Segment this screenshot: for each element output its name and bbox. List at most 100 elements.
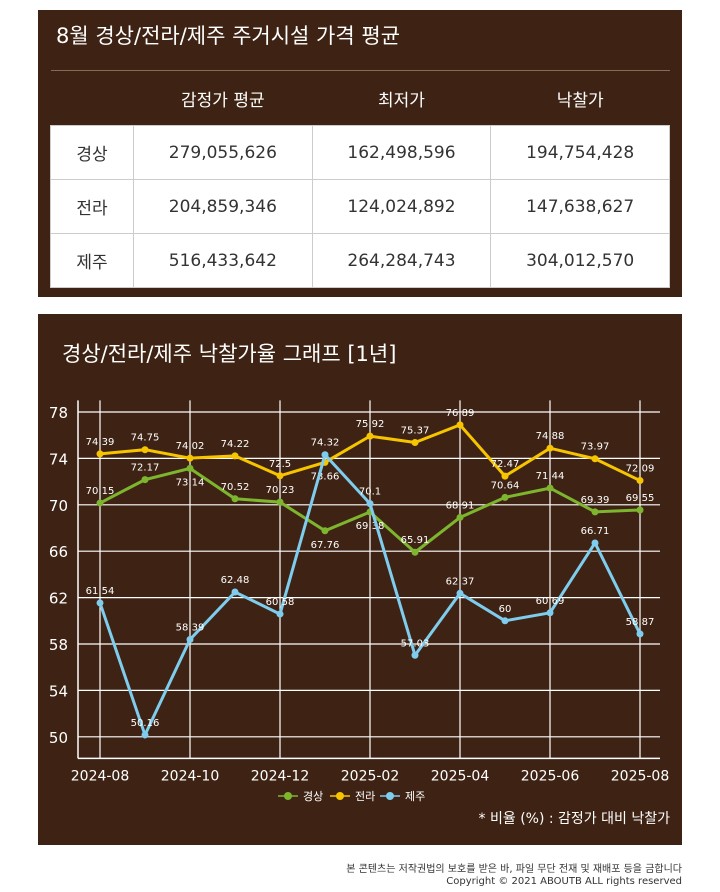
- data-point: [141, 446, 149, 454]
- data-label: 57.03: [401, 638, 430, 649]
- data-label: 58.87: [626, 617, 655, 628]
- table-row: 경상 279,055,626 162,498,596 194,754,428: [50, 125, 670, 180]
- footer-copyright: Copyright © 2021 ABOUTB ALL rights reser…: [446, 876, 682, 887]
- row-label: 제주: [50, 233, 134, 288]
- y-tick-label: 70: [49, 497, 68, 515]
- data-label: 74.39: [86, 437, 115, 448]
- data-label: 66.71: [581, 526, 610, 537]
- legend-label: 전라: [355, 790, 375, 803]
- data-label: 70.1: [359, 487, 381, 498]
- y-tick-label: 78: [49, 404, 68, 422]
- data-label: 62.37: [446, 576, 475, 587]
- data-label: 69.39: [581, 495, 610, 506]
- data-label: 72.09: [626, 464, 655, 475]
- data-label: 70.15: [86, 486, 115, 497]
- price-table: 감정가 평균 최저가 낙찰가 경상 279,055,626 162,498,596 1…: [50, 70, 670, 288]
- data-label: 73.14: [176, 477, 205, 488]
- table-cell: 194,754,428: [490, 125, 670, 180]
- data-point: [591, 455, 599, 463]
- data-point: [186, 464, 194, 472]
- legend-label: 제주: [405, 790, 425, 803]
- table-row: 전라 204,859,346 124,024,892 147,638,627: [50, 179, 670, 234]
- data-label: 60: [499, 604, 512, 615]
- data-point: [186, 635, 194, 643]
- data-point: [546, 609, 554, 617]
- x-tick-label: 2025-02: [341, 768, 400, 784]
- table-cell: 304,012,570: [490, 233, 670, 288]
- y-tick-label: 66: [49, 543, 68, 561]
- data-point: [501, 472, 509, 480]
- data-point: [321, 527, 329, 535]
- data-point: [141, 476, 149, 484]
- data-label: 67.76: [311, 540, 340, 551]
- data-point: [456, 589, 464, 597]
- data-point: [96, 450, 104, 458]
- data-point: [636, 506, 644, 514]
- data-label: 75.37: [401, 426, 430, 437]
- data-point: [231, 495, 239, 503]
- data-label: 74.32: [311, 438, 340, 449]
- data-point: [591, 539, 599, 547]
- data-label: 70.52: [221, 482, 250, 493]
- data-point: [96, 599, 104, 607]
- data-point: [591, 508, 599, 516]
- table-row: 제주 516,433,642 264,284,743 304,012,570: [50, 233, 670, 288]
- data-label: 70.23: [266, 485, 295, 496]
- data-label: 71.44: [536, 471, 565, 482]
- data-label: 76.89: [446, 408, 475, 419]
- data-label: 69.38: [356, 521, 385, 532]
- data-point: [186, 454, 194, 462]
- price-table-panel: 8월 경상/전라/제주 주거시설 가격 평균 감정가 평균 최저가 낙찰가 경상…: [38, 10, 682, 297]
- data-label: 74.75: [131, 433, 160, 444]
- data-label: 58.39: [176, 622, 205, 633]
- data-point: [276, 610, 284, 618]
- data-point: [231, 588, 239, 596]
- x-tick-label: 2025-04: [431, 768, 490, 784]
- x-tick-label: 2024-10: [161, 768, 220, 784]
- table-cell: 264,284,743: [311, 233, 492, 288]
- table-cell: 204,859,346: [133, 179, 313, 234]
- data-point: [276, 472, 284, 480]
- row-label: 전라: [50, 179, 134, 234]
- data-point: [636, 477, 644, 485]
- data-point: [456, 513, 464, 521]
- data-label: 60.69: [536, 596, 565, 607]
- col-header: 감정가 평균: [133, 70, 313, 126]
- data-point: [501, 617, 509, 625]
- data-label: 74.02: [176, 441, 205, 452]
- data-label: 50.16: [131, 718, 160, 729]
- data-point: [321, 451, 329, 459]
- data-point: [411, 548, 419, 556]
- y-tick-label: 50: [49, 729, 68, 747]
- footer-notice: 본 콘텐츠는 저작권법의 보호를 받은 바, 파일 무단 전재 및 재배포 등을…: [346, 864, 682, 875]
- y-tick-label: 58: [49, 636, 68, 654]
- data-label: 73.66: [311, 471, 340, 482]
- table-cell: 124,024,892: [311, 179, 492, 234]
- data-point: [366, 500, 374, 508]
- data-point: [546, 444, 554, 452]
- y-tick-label: 54: [49, 682, 68, 700]
- data-point: [96, 499, 104, 507]
- chart-title: 경상/전라/제주 낙찰가율 그래프 [1년]: [62, 342, 397, 366]
- data-point: [546, 484, 554, 492]
- table-cell: 147,638,627: [490, 179, 670, 234]
- data-label: 61.54: [86, 586, 115, 597]
- table-cell: 279,055,626: [133, 125, 313, 180]
- row-label: 경상: [50, 125, 134, 180]
- table-cell: 516,433,642: [133, 233, 313, 288]
- chart-panel: 경상/전라/제주 낙찰가율 그래프 [1년] 50 54 58 62 66 70 74 78 2…: [38, 314, 682, 845]
- y-tick-label: 62: [49, 590, 68, 608]
- data-point: [276, 498, 284, 506]
- data-point: [456, 421, 464, 429]
- data-label: 72.47: [491, 459, 520, 470]
- data-point: [141, 731, 149, 739]
- data-label: 65.91: [401, 535, 430, 546]
- legend-label: 경상: [303, 790, 323, 803]
- line-chart: 50 54 58 62 66 70 74 78 2024-08 2024-10 2024-12 202…: [49, 400, 669, 803]
- data-label: 74.88: [536, 431, 565, 442]
- legend-item: 경상: [278, 790, 323, 803]
- data-label: 69.55: [626, 493, 655, 504]
- chart-note: * 비율 (%) : 감정가 대비 낙찰가: [478, 811, 670, 827]
- x-tick-label: 2025-06: [521, 768, 580, 784]
- data-point: [636, 630, 644, 638]
